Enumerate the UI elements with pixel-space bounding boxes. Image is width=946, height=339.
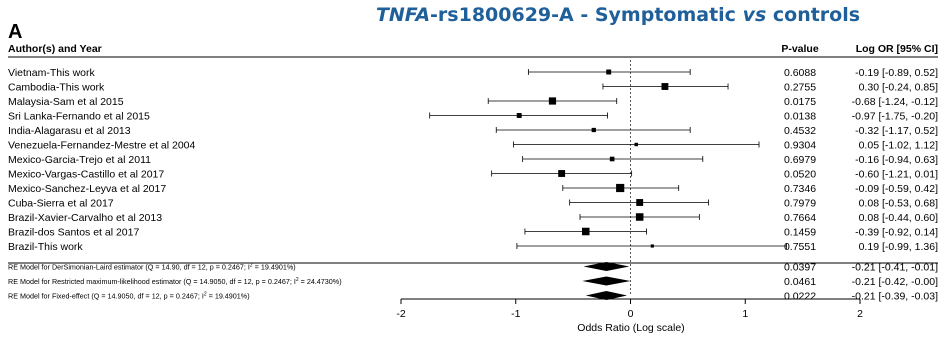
study-label: Cuba-Sierra et al 2017 — [8, 198, 114, 210]
x-tick-label: 0 — [628, 308, 634, 320]
log-or-ci: -0.60 [-1.21, 0.01] — [855, 169, 938, 181]
point-estimate — [650, 244, 654, 248]
log-or-ci: 0.08 [-0.44, 0.60] — [859, 212, 938, 224]
point-estimate — [548, 97, 557, 105]
study-label: Mexico-Sanchez-Leyva et al 2017 — [8, 183, 166, 195]
p-value: 0.7979 — [784, 198, 816, 210]
point-estimate — [581, 227, 590, 236]
model-label: RE Model for DerSimonian-Laird estimator… — [8, 263, 296, 272]
model-rows: RE Model for DerSimonian-Laird estimator… — [8, 262, 938, 303]
point-estimate — [635, 213, 644, 221]
point-estimate — [636, 199, 644, 206]
p-value: 0.4532 — [784, 125, 816, 137]
p-value: 0.7551 — [784, 241, 816, 253]
model-log-or-ci: -0.21 [-0.42, -0.00] — [852, 276, 938, 288]
log-or-ci: -0.09 [-0.59, 0.42] — [855, 183, 938, 195]
study-rows: Vietnam-This work 0.6088 -0.19 [-0.89, 0.5… — [8, 67, 938, 253]
model-log-or-ci: -0.21 [-0.41, -0.01] — [852, 262, 938, 274]
panel-label: A — [8, 21, 22, 43]
title-rest: -rs1800629-A - Symptomatic — [430, 4, 743, 26]
p-value: 0.6088 — [784, 67, 816, 79]
p-value: 0.7664 — [784, 212, 816, 224]
header-study: Author(s) and Year — [8, 43, 102, 55]
title-vs: vs — [743, 4, 767, 26]
log-or-ci: 0.08 [-0.53, 0.68] — [859, 198, 938, 210]
study-label: Mexico-Garcia-Trejo et al 2011 — [8, 154, 151, 166]
model-label: RE Model for Restricted maximum-likeliho… — [8, 277, 342, 286]
p-value: 0.7346 — [784, 183, 816, 195]
x-tick-label: -2 — [396, 308, 405, 320]
p-value: 0.0520 — [784, 169, 816, 181]
study-label: Mexico-Vargas-Castillo et al 2017 — [8, 169, 164, 181]
point-estimate — [609, 156, 615, 162]
header-logor: Log OR [95% CI] — [856, 43, 938, 55]
p-value: 0.0175 — [784, 96, 816, 108]
point-estimate — [661, 83, 669, 90]
p-value: 0.2755 — [784, 82, 816, 94]
chart-title: TNFA-rs1800629-A - Symptomatic vs contro… — [376, 4, 860, 26]
study-label: India-Alagarasu et al 2013 — [8, 125, 131, 137]
study-label: Brazil-dos Santos et al 2017 — [8, 227, 139, 239]
log-or-ci: -0.68 [-1.24, -0.12] — [852, 96, 938, 108]
model-p-value: 0.0397 — [784, 262, 816, 274]
summary-diamond — [585, 291, 628, 300]
study-label: Cambodia-This work — [8, 82, 105, 94]
log-or-ci: 0.30 [-0.24, 0.85] — [859, 82, 938, 94]
study-label: Venezuela-Fernandez-Mestre et al 2004 — [8, 140, 196, 152]
log-or-ci: -0.97 [-1.75, -0.20] — [852, 111, 938, 123]
p-value: 0.0138 — [784, 111, 816, 123]
title-tail: controls — [766, 4, 860, 26]
model-label: RE Model for Fixed-effect (Q = 14.9050, … — [8, 292, 250, 301]
study-label: Brazil-Xavier-Carvalho et al 2013 — [8, 212, 162, 224]
p-value: 0.9304 — [784, 140, 816, 152]
study-label: Brazil-This work — [8, 241, 83, 253]
point-estimate — [591, 127, 596, 133]
x-tick-label: 1 — [742, 308, 748, 320]
p-value: 0.6979 — [784, 154, 816, 166]
header-pvalue: P-value — [781, 43, 819, 55]
point-estimate — [634, 142, 638, 147]
p-value: 0.1459 — [784, 227, 816, 239]
log-or-ci: -0.19 [-0.89, 0.52] — [855, 67, 938, 79]
x-tick-label: 2 — [857, 308, 863, 320]
point-estimate — [516, 113, 522, 118]
x-axis-label: Odds Ratio (Log scale) — [577, 322, 684, 334]
model-p-value: 0.0222 — [784, 291, 816, 303]
log-or-ci: 0.05 [-1.02, 1.12] — [859, 140, 938, 152]
log-or-ci: -0.39 [-0.92, 0.14] — [855, 227, 938, 239]
study-label: Vietnam-This work — [8, 67, 95, 79]
model-log-or-ci: -0.21 [-0.39, -0.03] — [852, 291, 938, 303]
point-estimate — [606, 69, 612, 75]
log-or-ci: 0.19 [-0.99, 1.36] — [859, 241, 938, 253]
summary-diamond — [582, 276, 631, 286]
summary-diamond — [583, 262, 630, 271]
x-tick-label: -1 — [511, 308, 520, 320]
model-p-value: 0.0461 — [784, 276, 816, 288]
point-estimate — [616, 183, 625, 193]
title-gene: TNFA — [376, 4, 430, 26]
study-label: Malaysia-Sam et al 2015 — [8, 96, 124, 108]
study-label: Sri Lanka-Fernando et al 2015 — [8, 111, 150, 123]
log-or-ci: -0.32 [-1.17, 0.52] — [855, 125, 938, 137]
log-or-ci: -0.16 [-0.94, 0.63] — [855, 154, 938, 166]
x-axis: Odds Ratio (Log scale) -2 -1 0 1 2 — [396, 298, 863, 334]
point-estimate — [558, 170, 566, 177]
